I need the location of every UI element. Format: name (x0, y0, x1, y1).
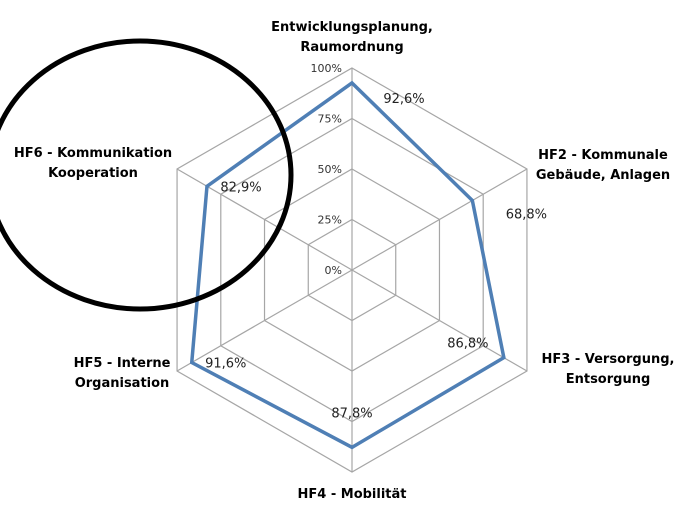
data-label-3: 86,8% (447, 337, 488, 352)
r-tick-label: 50% (318, 163, 342, 176)
data-label-5: 91,6% (205, 357, 246, 372)
data-label-2: 68,8% (506, 208, 547, 223)
category-label-2: HF2 - Kommunale Gebäude, Anlagen (536, 148, 670, 183)
r-tick-label: 25% (318, 214, 342, 227)
category-label-5: HF5 - Interne Organisation (74, 356, 171, 391)
r-tick-label: 100% (311, 62, 342, 75)
grid-spoke-3 (351, 269, 528, 372)
data-point-6 (205, 184, 209, 188)
grid-spoke-5 (176, 269, 353, 372)
series-line (189, 80, 506, 450)
grid-spoke-2 (351, 168, 528, 271)
category-label-3: HF3 - Versorgung, Entsorgung (542, 352, 675, 387)
category-label-6: HF6 - Kommunikation Kooperation (14, 146, 172, 181)
category-label-1: Entwicklungsplanung, Raumordnung (271, 20, 433, 55)
category-label-4: HF4 - Mobilität (298, 487, 407, 502)
data-point-4 (350, 445, 354, 449)
data-label-6: 82,9% (220, 180, 261, 195)
data-label-1: 92,6% (383, 92, 424, 107)
data-point-5 (190, 361, 194, 365)
data-point-1 (350, 81, 354, 85)
r-tick-label: 75% (318, 113, 342, 126)
data-point-2 (470, 199, 474, 203)
data-label-4: 87,8% (331, 406, 372, 421)
r-tick-label: 0% (325, 264, 342, 277)
data-point-3 (502, 356, 506, 360)
annotation-ellipse (0, 38, 294, 312)
